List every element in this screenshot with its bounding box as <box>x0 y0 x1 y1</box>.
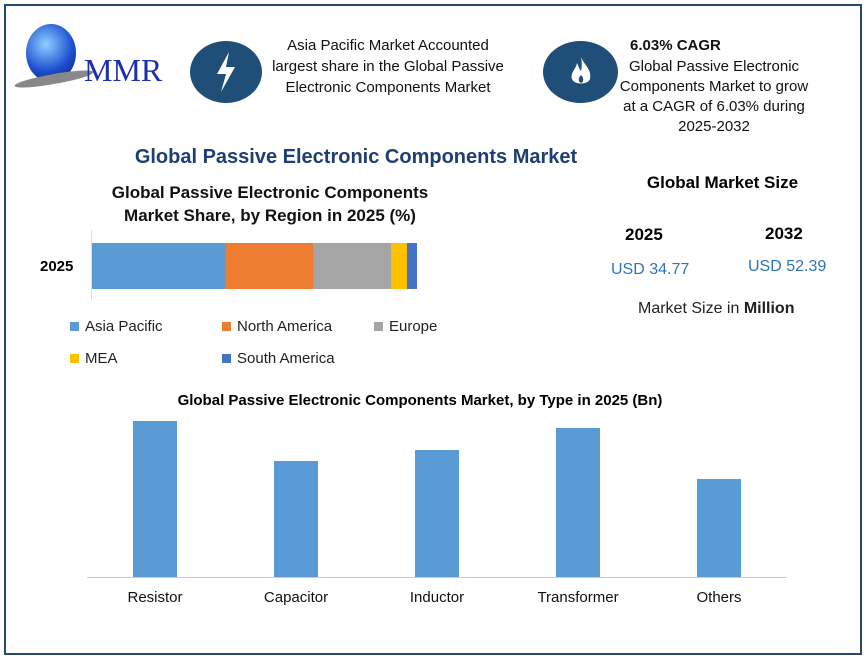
market-size-title: Global Market Size <box>646 173 799 192</box>
legend-swatch <box>222 322 231 331</box>
x-tick-label: Resistor <box>127 589 183 606</box>
type-bar-capacitor <box>274 460 318 577</box>
legend-swatch <box>222 354 231 363</box>
highlight2-text: Global Passive Electronic Components Mar… <box>619 58 809 135</box>
legend-label: MEA <box>85 350 118 367</box>
cagr-title: 6.03% CAGR <box>630 37 721 54</box>
legend-swatch <box>70 354 79 363</box>
legend-swatch <box>70 322 79 331</box>
mmr-logo: MMR <box>13 24 174 94</box>
type-chart-title: Global Passive Electronic Components Mar… <box>177 392 663 409</box>
region-category-label: 2025 <box>40 258 74 275</box>
x-tick-label: Transformer <box>537 589 619 606</box>
type-bar-transformer <box>556 427 600 577</box>
type-axis-line <box>87 577 787 578</box>
highlight1-text: Asia Pacific Market Accounted largest sh… <box>272 37 504 96</box>
infographic-frame <box>4 4 862 655</box>
legend-label: Asia Pacific <box>85 318 163 335</box>
region-chart-title: Global Passive Electronic Components Mar… <box>111 183 429 225</box>
legend-label: North America <box>237 318 333 335</box>
value-2025: USD 34.77 <box>611 261 690 278</box>
note-prefix: Market Size in <box>638 300 744 317</box>
stacked-segment-south-america <box>407 243 417 289</box>
type-bar-resistor <box>133 421 177 577</box>
legend-item: Asia Pacific <box>70 318 163 335</box>
note-unit: Million <box>743 300 795 317</box>
value-2032: USD 52.39 <box>748 258 827 275</box>
stacked-segment-north-america <box>225 243 313 289</box>
year-2025: 2025 <box>625 225 663 244</box>
flame-icon <box>543 41 618 103</box>
legend-item: North America <box>222 318 332 335</box>
legend-label: Europe <box>389 318 438 335</box>
legend-swatch <box>374 322 383 331</box>
market-size-note: Market Size in Million <box>638 300 794 318</box>
stacked-segment-mea <box>391 243 408 289</box>
logo-text: MMR <box>84 52 163 88</box>
type-bar-inductor <box>415 450 459 577</box>
stacked-segment-asia-pacific <box>92 243 226 289</box>
stacked-bar <box>92 243 417 289</box>
legend-label: South America <box>237 350 335 367</box>
legend-item: Europe <box>374 318 437 335</box>
x-tick-label: Inductor <box>409 589 465 606</box>
type-bar-others <box>697 478 741 577</box>
x-tick-label: Capacitor <box>263 589 329 606</box>
year-2032: 2032 <box>765 224 803 243</box>
x-tick-label: Others <box>696 589 742 606</box>
legend-item: MEA <box>70 350 118 367</box>
main-title: Global Passive Electronic Components Mar… <box>134 146 578 168</box>
legend-item: South America <box>222 350 335 367</box>
lightning-icon <box>190 41 262 103</box>
stacked-segment-europe <box>313 243 391 289</box>
region-axis-line <box>91 230 92 300</box>
